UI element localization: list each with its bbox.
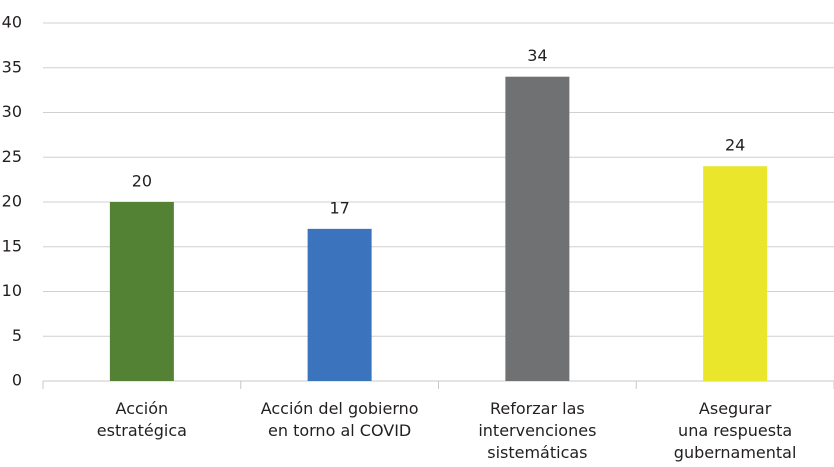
x-tick-label: Acción del gobierno en torno al COVID xyxy=(261,399,419,440)
x-tick-label: Acción estratégica xyxy=(97,399,187,440)
y-tick-label: 15 xyxy=(2,236,22,255)
x-tick-label-line: Acción xyxy=(116,399,169,418)
x-tick-label-line: intervenciones xyxy=(478,421,596,440)
value-label: 24 xyxy=(725,136,745,155)
y-tick-label: 0 xyxy=(12,371,22,390)
x-tick-label-line: estratégica xyxy=(97,421,187,440)
y-tick-label: 10 xyxy=(2,281,22,300)
x-tick-label: Reforzar las intervenciones sistemáticas xyxy=(478,399,596,462)
x-tick-label-line: gubernamental xyxy=(674,443,797,462)
y-tick-label: 30 xyxy=(2,102,22,121)
bar xyxy=(505,76,570,381)
bar xyxy=(307,228,372,381)
value-label: 17 xyxy=(329,198,349,217)
y-tick-label: 35 xyxy=(2,57,22,76)
x-tick-label-line: en torno al COVID xyxy=(268,421,411,440)
x-tick-label-line: Acción del gobierno xyxy=(261,399,419,418)
x-tick-label-line: sistemáticas xyxy=(487,443,587,462)
y-tick-label: 25 xyxy=(2,147,22,166)
x-tick-label: Asegurar una respuesta gubernamental xyxy=(674,399,797,462)
x-tick-label-line: Reforzar las xyxy=(490,399,585,418)
x-tick-label-line: una respuesta xyxy=(678,421,792,440)
y-tick-label: 20 xyxy=(2,192,22,211)
value-label: 34 xyxy=(527,46,547,65)
x-tick-label-line: Asegurar xyxy=(699,399,772,418)
y-tick-label: 5 xyxy=(12,326,22,345)
bar xyxy=(703,166,768,381)
bar xyxy=(109,202,174,381)
value-label: 20 xyxy=(132,172,152,191)
y-tick-label: 40 xyxy=(2,13,22,32)
